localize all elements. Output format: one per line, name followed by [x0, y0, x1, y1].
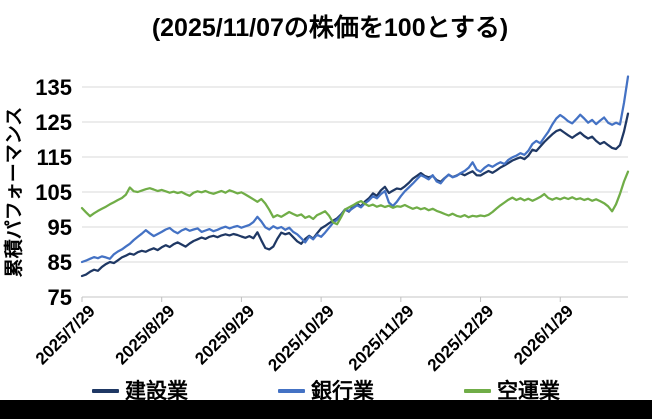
- y-tick-label: 115: [37, 145, 73, 170]
- x-tick-label: 2025/11/29: [345, 301, 418, 374]
- legend: 建設業 銀行業 空運業: [0, 379, 652, 403]
- legend-swatch-kensetsu: [92, 389, 119, 393]
- x-tick-label: 2025/12/29: [424, 301, 498, 375]
- legend-swatch-kuun: [464, 389, 491, 393]
- y-tick-label: 135: [35, 75, 72, 100]
- series-line-2: [80, 170, 630, 226]
- legend-label-ginko: 銀行業: [311, 379, 374, 403]
- axes-group: [81, 297, 561, 302]
- y-tick-label: 75: [48, 285, 72, 310]
- gridlines-group: [82, 86, 628, 298]
- y-tick-label: 85: [48, 250, 72, 275]
- legend-label-kuun: 空運業: [497, 379, 560, 403]
- y-axis-title: 累積パフォーマンス: [2, 107, 25, 278]
- series-lines-group: [80, 75, 630, 278]
- x-tick-label: 2025/8/29: [112, 301, 179, 368]
- x-tick-label: 2025/10/29: [264, 301, 338, 375]
- legend-item-kensetsu: 建設業: [92, 381, 188, 402]
- y-tick-label: 125: [35, 110, 72, 135]
- x-tick-label: 2026/1/29: [510, 301, 577, 368]
- x-tick-label: 2025/9/29: [191, 301, 258, 368]
- legend-item-kuun: 空運業: [464, 381, 560, 402]
- legend-swatch-ginko: [278, 389, 305, 393]
- bottom-black-bar: [0, 400, 652, 419]
- y-tick-label: 105: [35, 180, 72, 205]
- series-line-1: [80, 75, 630, 264]
- legend-item-ginko: 銀行業: [278, 381, 374, 402]
- x-tick-label: 2025/7/29: [32, 301, 99, 368]
- legend-label-kensetsu: 建設業: [125, 379, 188, 403]
- y-tick-label: 95: [48, 215, 72, 240]
- chart-title: (2025/11/07の株価を100とする): [152, 14, 508, 42]
